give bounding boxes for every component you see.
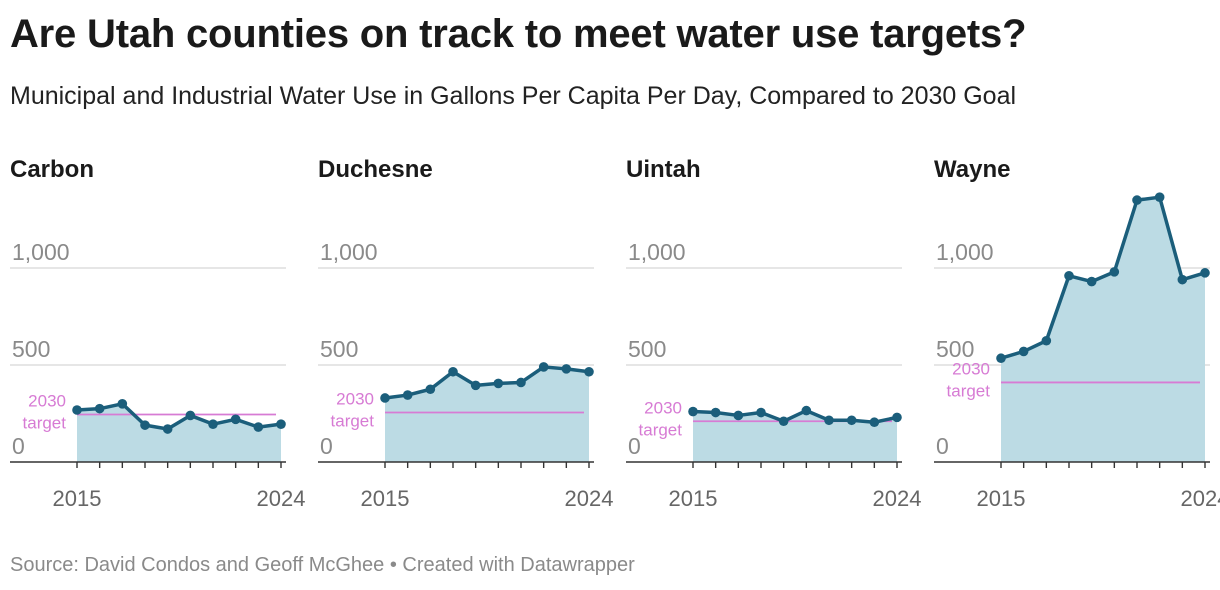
source-note: Source: David Condos and Geoff McGhee bbox=[10, 554, 385, 576]
small-multiples: Carbon 0 500 1,000 2030 target 2015 2024 Duche… bbox=[0, 150, 1220, 511]
data-point bbox=[516, 377, 526, 388]
target-label: target bbox=[947, 381, 991, 400]
data-point bbox=[470, 380, 481, 391]
target-label: target bbox=[639, 420, 683, 439]
data-point bbox=[117, 399, 128, 409]
data-point bbox=[380, 393, 390, 403]
chart-svg: 0 500 1,000 2030 target 2015 2024 bbox=[10, 239, 305, 511]
x-tick-label: 2024 bbox=[257, 486, 306, 511]
series-line bbox=[1000, 195, 1206, 360]
target-label: 2030 bbox=[336, 390, 374, 409]
data-point bbox=[584, 366, 594, 377]
area-fill bbox=[385, 366, 589, 462]
data-point bbox=[996, 353, 1006, 364]
y-tick-label: 500 bbox=[936, 336, 974, 362]
data-point bbox=[253, 422, 264, 432]
data-point bbox=[425, 384, 436, 395]
data-point bbox=[493, 378, 504, 389]
panel-title: Wayne bbox=[934, 156, 1011, 183]
target-label: 2030 bbox=[644, 398, 682, 417]
chart-svg: 0 500 1,000 2030 target 2015 2024 bbox=[318, 239, 613, 511]
x-tick-label: 2024 bbox=[1181, 486, 1220, 511]
area-fill bbox=[693, 410, 897, 462]
data-point bbox=[208, 419, 218, 429]
data-point bbox=[448, 366, 458, 377]
y-tick-label: 500 bbox=[628, 336, 666, 362]
series-line bbox=[384, 365, 590, 400]
credit-link[interactable]: Created with Datawrapper bbox=[402, 554, 635, 576]
series-line bbox=[692, 408, 898, 424]
data-point bbox=[1018, 346, 1029, 357]
x-tick-label: 2015 bbox=[53, 486, 102, 511]
data-point bbox=[1064, 270, 1074, 281]
data-point bbox=[733, 410, 744, 421]
data-point bbox=[1086, 276, 1097, 287]
y-tick-label: 500 bbox=[320, 336, 358, 362]
data-point bbox=[846, 415, 857, 426]
y-tick-label: 0 bbox=[628, 433, 641, 459]
x-tick-label: 2015 bbox=[361, 486, 410, 511]
x-tick-label: 2024 bbox=[565, 486, 614, 511]
data-point bbox=[869, 417, 880, 428]
y-tick-label: 500 bbox=[12, 336, 50, 362]
separator: • bbox=[384, 554, 403, 576]
data-point bbox=[1154, 192, 1165, 202]
target-label: 2030 bbox=[952, 359, 990, 378]
target-label: target bbox=[331, 412, 375, 431]
data-point bbox=[824, 415, 834, 426]
data-point bbox=[892, 412, 902, 423]
panel-title: Duchesne bbox=[318, 156, 433, 183]
data-point bbox=[1132, 195, 1142, 205]
data-point bbox=[1200, 268, 1210, 278]
target-label: target bbox=[23, 413, 67, 432]
data-point bbox=[72, 405, 82, 415]
area-fill bbox=[77, 403, 281, 462]
chart-svg: 0 500 1,000 2030 target 2015 2024 bbox=[626, 239, 921, 511]
x-tick-label: 2015 bbox=[977, 486, 1026, 511]
chart-title: Are Utah counties on track to meet water… bbox=[10, 12, 1027, 56]
x-tick-label: 2024 bbox=[873, 486, 922, 511]
data-point bbox=[538, 362, 549, 372]
target-label: 2030 bbox=[28, 391, 66, 410]
series-line bbox=[76, 402, 282, 431]
y-tick-label: 0 bbox=[320, 433, 333, 459]
data-point bbox=[756, 407, 766, 418]
y-tick-label: 0 bbox=[12, 433, 25, 459]
footer: Source: David Condos and Geoff McGhee • … bbox=[10, 554, 635, 577]
area-fill bbox=[1001, 197, 1205, 462]
data-point bbox=[778, 416, 789, 427]
panel-carbon: Carbon 0 500 1,000 2030 target 2015 2024 bbox=[10, 150, 310, 511]
panel-uintah: Uintah 0 500 1,000 2030 target 2015 2024 bbox=[626, 150, 926, 511]
panel-wayne: Wayne 0 500 1,000 2030 target 2015 2024 bbox=[934, 150, 1220, 511]
y-tick-label: 0 bbox=[936, 433, 949, 459]
data-point bbox=[561, 364, 572, 374]
y-tick-label: 1,000 bbox=[12, 239, 70, 265]
panel-title: Carbon bbox=[10, 156, 94, 183]
x-tick-label: 2015 bbox=[669, 486, 718, 511]
y-tick-label: 1,000 bbox=[936, 239, 994, 265]
data-point bbox=[688, 406, 698, 417]
data-point bbox=[1109, 267, 1120, 277]
data-point bbox=[801, 405, 812, 416]
panel-duchesne: Duchesne 0 500 1,000 2030 target 2015 2024 bbox=[318, 150, 618, 511]
data-point bbox=[402, 390, 413, 400]
chart-svg: 0 500 1,000 2030 target 2015 2024 bbox=[934, 192, 1220, 511]
data-point bbox=[1177, 274, 1188, 285]
chart-subtitle: Municipal and Industrial Water Use in Ga… bbox=[10, 82, 1017, 110]
y-tick-label: 1,000 bbox=[628, 239, 686, 265]
data-point bbox=[276, 419, 286, 429]
panel-title: Uintah bbox=[626, 156, 701, 183]
data-point bbox=[710, 407, 721, 418]
data-point bbox=[162, 424, 173, 434]
data-point bbox=[230, 414, 241, 425]
y-tick-label: 1,000 bbox=[320, 239, 378, 265]
data-point bbox=[1041, 335, 1052, 346]
data-point bbox=[185, 410, 196, 421]
data-point bbox=[94, 403, 105, 414]
data-point bbox=[140, 420, 150, 430]
